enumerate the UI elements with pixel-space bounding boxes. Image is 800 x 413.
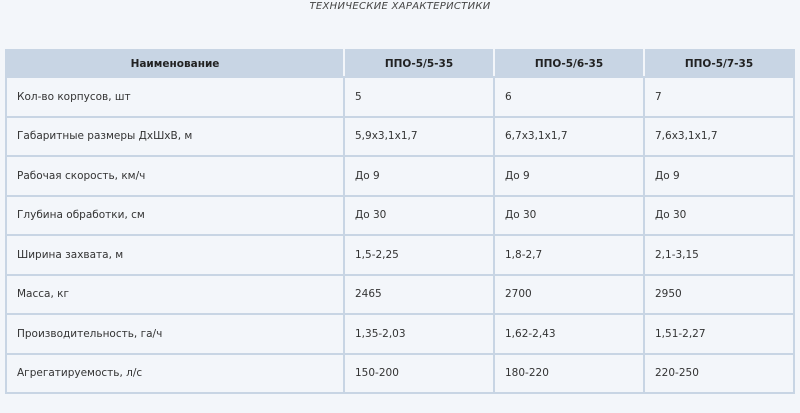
specs-table: Наименование ППО-5/5-35 ППО-5/6-35 ППО-5… [5,49,795,394]
table-cell: 5,9х3,1х1,7 [343,115,495,157]
row-label: Масса, кг [5,273,345,315]
table-cell: 6,7х3,1х1,7 [493,115,645,157]
table-cell: 180-220 [493,352,645,394]
table-cell: 150-200 [343,352,495,394]
table-cell: До 9 [643,155,795,197]
table-header-row: Наименование ППО-5/5-35 ППО-5/6-35 ППО-5… [5,49,795,78]
table-row: Агрегатируемость, л/с 150-200 180-220 220-2… [5,352,795,394]
table-cell: До 30 [343,194,495,236]
table-cell: 1,51-2,27 [643,313,795,355]
row-label: Глубина обработки, см [5,194,345,236]
table-cell: 220-250 [643,352,795,394]
column-header: ППО-5/7-35 [643,49,795,78]
table-cell: 2,1-3,15 [643,234,795,276]
table-cell: 1,5-2,25 [343,234,495,276]
table-cell: До 9 [343,155,495,197]
table-cell: До 30 [493,194,645,236]
row-label: Агрегатируемость, л/с [5,352,345,394]
table-row: Глубина обработки, см До 30 До 30 До 30 [5,194,795,236]
table-row: Ширина захвата, м 1,5-2,25 1,8-2,7 2,1-3,15 [5,234,795,276]
table-row: Масса, кг 2465 2700 2950 [5,273,795,315]
column-header: ППО-5/5-35 [343,49,495,78]
table-cell: 2700 [493,273,645,315]
table-cell: 7,6х3,1х1,7 [643,115,795,157]
table-cell: 1,62-2,43 [493,313,645,355]
table-row: Рабочая скорость, км/ч До 9 До 9 До 9 [5,155,795,197]
table-cell: 1,8-2,7 [493,234,645,276]
row-label: Ширина захвата, м [5,234,345,276]
table-row: Кол-во корпусов, шт 5 6 7 [5,76,795,118]
column-header: Наименование [5,49,345,78]
table-row: Габаритные размеры ДхШхВ, м 5,9х3,1х1,7 6,… [5,115,795,157]
row-label: Кол-во корпусов, шт [5,76,345,118]
table-cell: До 9 [493,155,645,197]
table-cell: 6 [493,76,645,118]
table-row: Производительность, га/ч 1,35-2,03 1,62-2,… [5,313,795,355]
table-cell: 2950 [643,273,795,315]
table-cell: 1,35-2,03 [343,313,495,355]
column-header: ППО-5/6-35 [493,49,645,78]
row-label: Габаритные размеры ДхШхВ, м [5,115,345,157]
table-cell: 7 [643,76,795,118]
page-title: ТЕХНИЧЕСКИЕ ХАРАКТЕРИСТИКИ [309,1,491,12]
table-cell: 2465 [343,273,495,315]
table-cell: До 30 [643,194,795,236]
table-cell: 5 [343,76,495,118]
row-label: Производительность, га/ч [5,313,345,355]
row-label: Рабочая скорость, км/ч [5,155,345,197]
